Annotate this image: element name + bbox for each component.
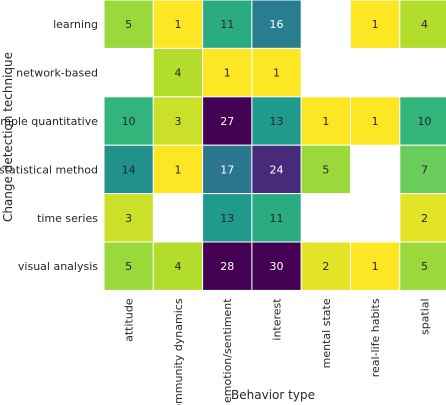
x-tick-label: mental state [320,298,333,368]
x-tick-label: attitude [123,298,136,342]
cell-value-label: 1 [372,115,379,128]
y-tick-label: network-based [16,67,98,80]
heatmap-cell [350,241,401,291]
heatmap-cell [300,241,352,291]
heatmap-cell [202,0,253,49]
heatmap-cell [152,0,204,49]
heatmap-cell [103,0,154,49]
y-tick-label: learning [53,18,98,31]
cell-value-label: 5 [421,260,428,273]
y-tick-label: visual analysis [18,260,98,273]
cell-value-label: 2 [421,212,428,225]
cell-value-label: 1 [224,67,231,80]
cell-value-label: 3 [174,115,181,128]
x-tick-label: interest [271,298,284,341]
heatmap-cell [399,96,446,146]
cell-value-label: 5 [125,18,132,31]
cell-value-label: 5 [322,163,329,176]
y-tick-label: statistical method [0,163,98,176]
heatmap-cell [251,0,302,49]
heatmap-cell [202,144,253,195]
heatmap-cell [103,193,154,243]
heatmap-cell [350,0,401,49]
heatmap-cell [152,241,204,291]
cell-value-label: 2 [322,260,329,273]
cell-value-label: 14 [122,163,136,176]
cell-value-label: 1 [174,163,181,176]
cell-value-label: 10 [417,115,431,128]
y-tick-label: simple quantitative [0,115,98,128]
heatmap-cell [202,193,253,243]
heatmap-cell [251,96,302,146]
heatmap-cell [251,193,302,243]
cell-value-label: 16 [270,18,284,31]
y-tick-label: time series [37,212,98,225]
cell-value-label: 11 [270,212,284,225]
cell-value-label: 1 [273,67,280,80]
heatmap-cell [103,241,154,291]
heatmap-cell [251,144,302,195]
cell-value-label: 1 [322,115,329,128]
cell-value-label: 10 [122,115,136,128]
x-tick-label: real-life habits [369,298,382,377]
heatmap-cell [251,241,302,291]
cell-value-label: 27 [220,115,234,128]
cell-value-label: 13 [270,115,284,128]
cell-value-label: 4 [174,67,181,80]
cell-value-label: 5 [125,260,132,273]
heatmap-cell [152,47,204,98]
x-tick-label: spatial [418,298,431,335]
cell-value-label: 1 [372,260,379,273]
heatmap-cell [202,241,253,291]
cell-value-label: 7 [421,163,428,176]
heatmap-cell [399,193,446,243]
x-axis-label: Behavior type [231,388,315,402]
heatmap-cell [399,0,446,49]
heatmap-cell [300,144,352,195]
cell-value-label: 24 [270,163,284,176]
heatmap-cell [350,96,401,146]
cell-value-label: 17 [220,163,234,176]
cell-value-label: 11 [220,18,234,31]
cell-value-label: 1 [372,18,379,31]
x-tick-labels: attitude community dynamics emotion/sentim… [123,298,432,405]
cell-value-label: 4 [174,260,181,273]
cell-value-label: 28 [220,260,234,273]
heatmap-cell [202,96,253,146]
cell-value-label: 30 [270,260,284,273]
cell-value-label: 3 [125,212,132,225]
heatmap-cell [202,47,253,98]
cell-value-label: 4 [421,18,428,31]
y-axis-label: Change detection technique [1,52,15,222]
x-tick-label: community dynamics [172,298,185,405]
cell-value-label: 1 [174,18,181,31]
cell-value-label: 13 [220,212,234,225]
heatmap-cell [399,241,446,291]
x-tick-label: emotion/sentiment [221,298,234,403]
y-tick-labels: learning network-based simple quantitative… [0,18,98,273]
